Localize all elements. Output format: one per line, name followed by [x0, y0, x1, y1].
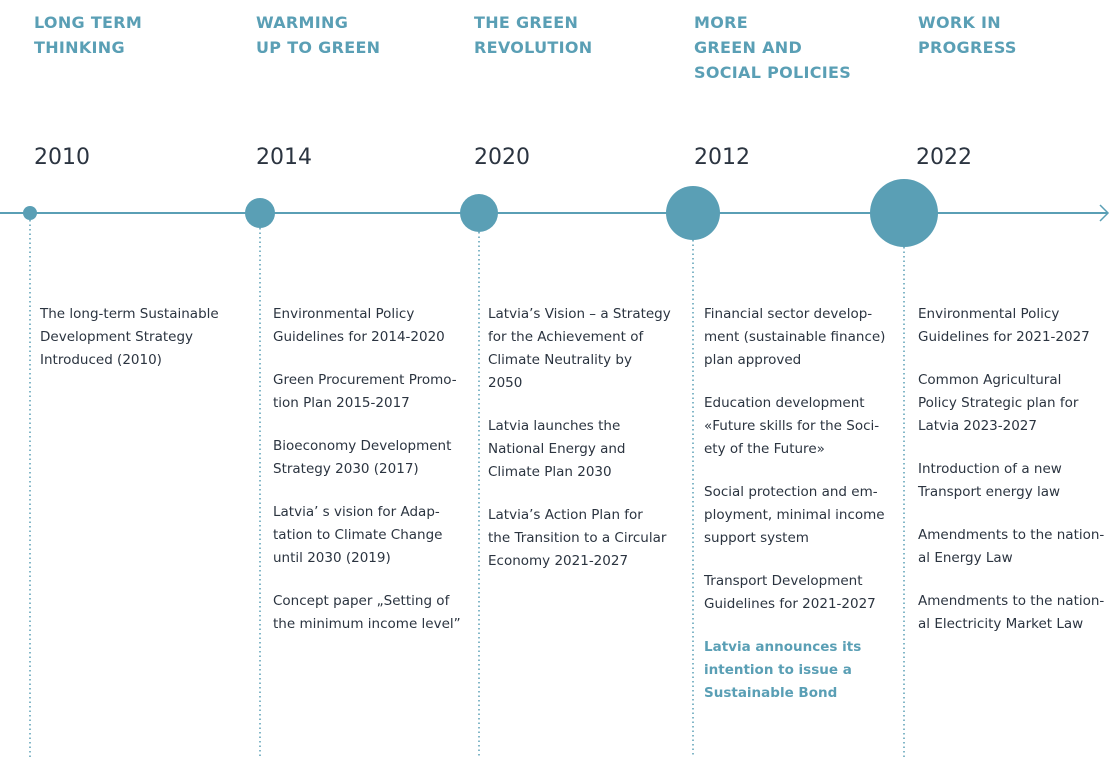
timeline-arrow — [1099, 204, 1110, 222]
column-heading: WARMING UP TO GREEN — [256, 13, 381, 57]
policy-item: Latvia’s Action Plan for the Transition … — [488, 507, 667, 569]
policy-item: Latvia announces its intention to issue … — [704, 639, 862, 701]
policy-item: Latvia’ s vision for Adap- tation to Cli… — [273, 504, 443, 566]
timeline-node — [245, 198, 275, 228]
item-list: Latvia’s Vision – a Strategy for the Ach… — [488, 303, 688, 593]
timeline-node — [666, 186, 720, 240]
policy-item: Concept paper „Setting of the minimum in… — [273, 593, 461, 632]
item-list: Financial sector develop- ment (sustaina… — [704, 303, 904, 725]
column-year: 2012 — [694, 145, 750, 170]
item-list: The long-term Sustainable Development St… — [40, 303, 240, 392]
policy-item: Transport Development Guidelines for 202… — [704, 573, 876, 612]
column-heading: MORE GREEN AND SOCIAL POLICIES — [694, 13, 852, 82]
policy-item: Environmental Policy Guidelines for 2014… — [273, 306, 445, 345]
policy-item: The long-term Sustainable Development St… — [40, 306, 219, 368]
timeline-node — [23, 206, 37, 220]
policy-item: Amendments to the nation- al Energy Law — [918, 527, 1105, 566]
policy-item: Bioeconomy Development Strategy 2030 (20… — [273, 438, 452, 477]
policy-item: Financial sector develop- ment (sustaina… — [704, 306, 886, 368]
column-year: 2020 — [474, 145, 530, 170]
timeline-node — [870, 179, 938, 247]
item-list: Environmental Policy Guidelines for 2014… — [273, 303, 473, 656]
policy-item: Latvia launches the National Energy and … — [488, 418, 626, 480]
policy-item: Education development «Future skills for… — [704, 395, 880, 457]
policy-item: Amendments to the nation- al Electricity… — [918, 593, 1105, 632]
policy-item: Latvia’s Vision – a Strategy for the Ach… — [488, 306, 671, 391]
column-year: 2014 — [256, 145, 312, 170]
policy-item: Common Agricultural Policy Strategic pla… — [918, 372, 1079, 434]
column-year: 2022 — [916, 145, 972, 170]
policy-item: Environmental Policy Guidelines for 2021… — [918, 306, 1090, 345]
column-heading: THE GREEN REVOLUTION — [474, 13, 593, 57]
column-heading: LONG TERM THINKING — [34, 13, 143, 57]
timeline-node — [460, 194, 498, 232]
policy-item: Social protection and em- ployment, mini… — [704, 484, 885, 546]
item-list: Environmental Policy Guidelines for 2021… — [918, 303, 1111, 656]
policy-item: Introduction of a new Transport energy l… — [918, 461, 1062, 500]
policy-item: Green Procurement Promo- tion Plan 2015-… — [273, 372, 457, 411]
column-heading: WORK IN PROGRESS — [918, 13, 1017, 57]
column-year: 2010 — [34, 145, 90, 170]
